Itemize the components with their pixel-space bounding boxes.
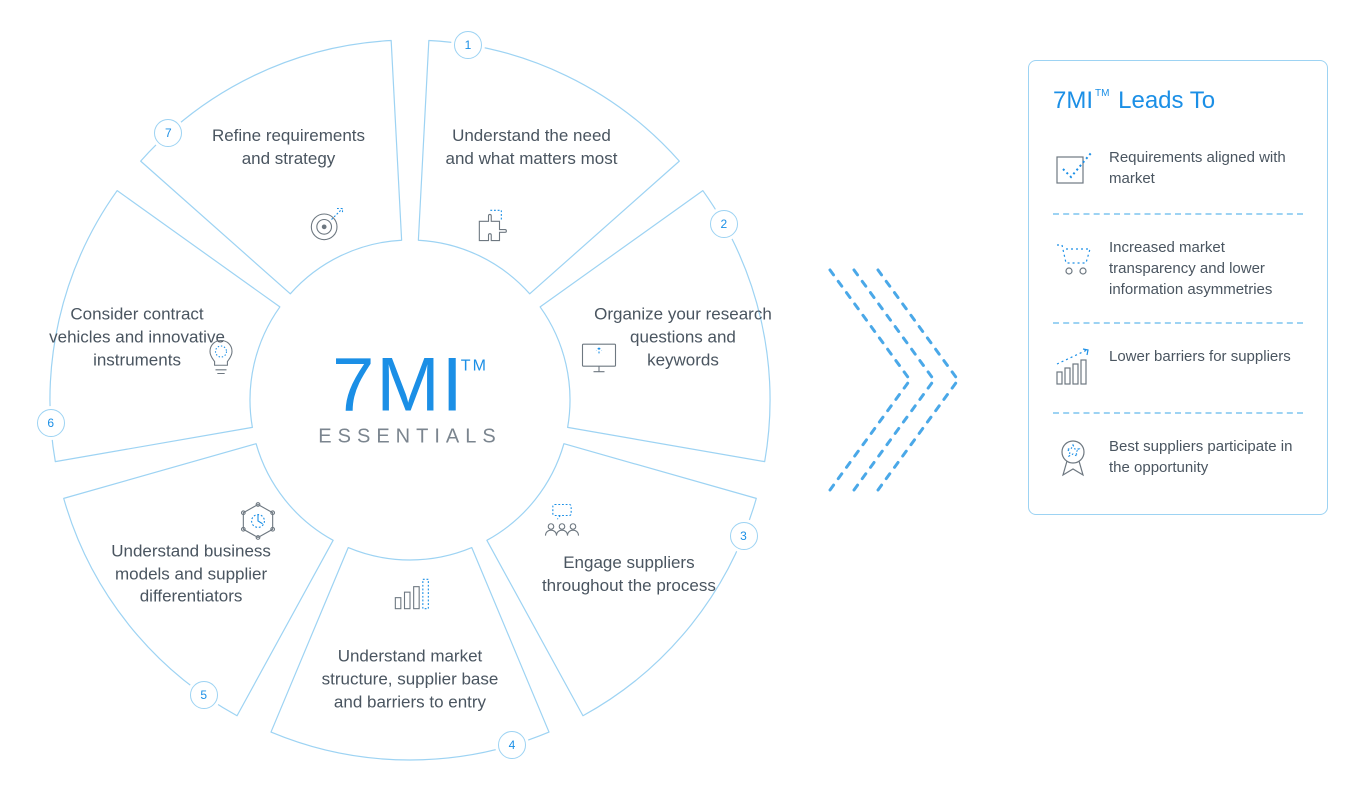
segment-label: Understand the need and what matters mos… [441,125,621,171]
segment-label: Refine requirements and strategy [199,125,379,171]
lead-item-text: Requirements aligned with market [1109,147,1303,189]
segment-number-badge: 4 [498,731,526,759]
segment-number-badge: 6 [37,409,65,437]
leads-to-chevrons [820,250,980,510]
card-divider [1053,322,1303,324]
check-box-icon [1053,147,1093,191]
people-chat-icon [540,499,584,543]
chevrons-svg [820,250,980,510]
diagram-stage: 7MITM ESSENTIALS 1Understand the need an… [0,0,1360,806]
lead-item: Lower barriers for suppliers [1053,342,1303,394]
chevron-dash [878,270,958,490]
segment-number-badge: 1 [454,31,482,59]
card-title-suffix: Leads To [1111,87,1215,114]
center-sub: ESSENTIALS [318,425,501,448]
puzzle-icon [472,203,516,247]
center-tm: TM [461,357,488,374]
segment-label: Engage suppliers throughout the process [539,552,719,598]
lead-item: Best suppliers participate in the opport… [1053,432,1303,484]
lead-item: Increased market transparency and lower … [1053,233,1303,304]
segment-label: Understand business models and supplier … [101,540,281,609]
essentials-wheel: 7MITM ESSENTIALS 1 Understand the need an… [20,10,800,790]
segment-number-badge: 2 [710,210,738,238]
lead-item: Requirements aligned with market [1053,143,1303,195]
rising-bars-icon [1053,346,1093,390]
lead-item-text: Increased market transparency and lower … [1109,237,1303,300]
card-title: 7MITM Leads To [1053,87,1303,115]
segment-number-badge: 7 [154,119,182,147]
network-node-icon [236,499,280,543]
chevron-dash [830,270,910,490]
wheel-center-logo: 7MITM ESSENTIALS [318,347,501,448]
card-divider [1053,213,1303,215]
lead-item-text: Lower barriers for suppliers [1109,346,1291,367]
segment-number-badge: 5 [190,681,218,709]
center-main-text: 7MI [332,342,465,427]
barchart-icon [388,572,432,616]
lead-item-text: Best suppliers participate in the opport… [1109,436,1303,478]
lightbulb-icon [199,335,243,379]
target-icon [304,203,348,247]
segment-number-badge: 3 [730,522,758,550]
card-divider [1053,412,1303,414]
segment-label: Understand market structure, supplier ba… [320,646,500,715]
leads-to-card: 7MITM Leads To Requirements aligned with… [1028,60,1328,515]
monitor-search-icon [577,335,621,379]
cart-icon [1053,237,1093,281]
center-main: 7MITM [318,347,501,423]
chevron-dash [854,270,934,490]
ribbon-award-icon [1053,436,1093,480]
card-title-main: 7MI [1053,87,1093,114]
card-title-tm: TM [1095,88,1109,99]
